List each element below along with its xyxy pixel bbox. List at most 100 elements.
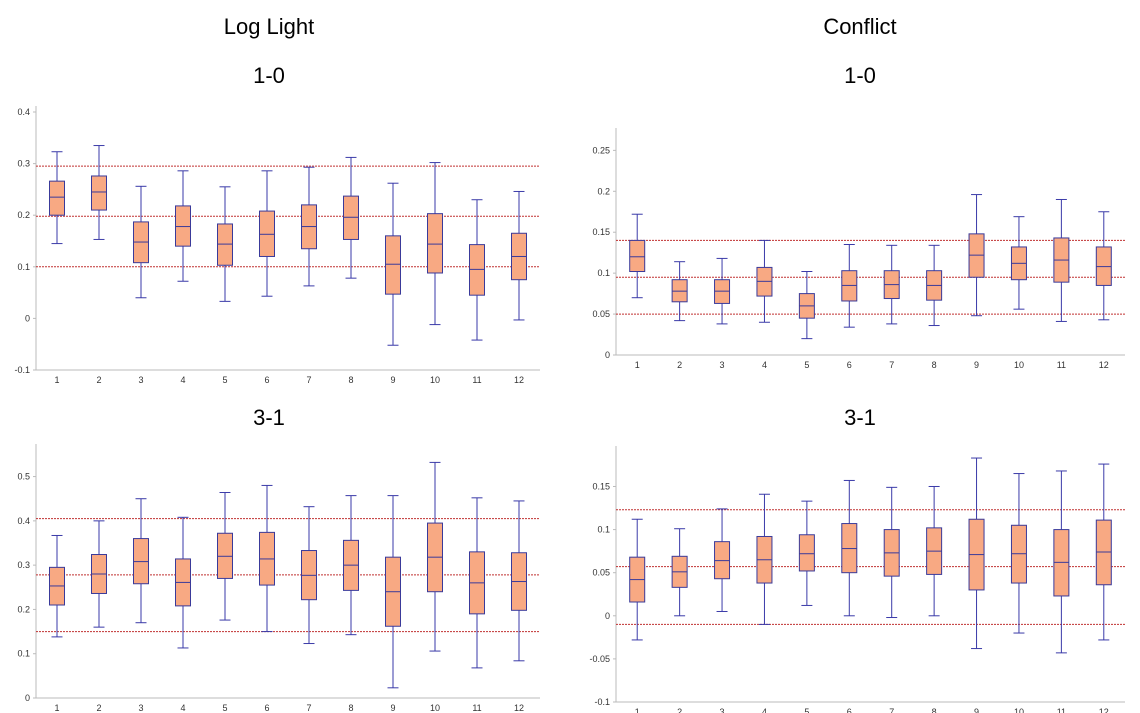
x-tick-label: 8 bbox=[348, 703, 353, 713]
y-tick-label: 0.3 bbox=[17, 560, 30, 570]
box-2 bbox=[91, 145, 107, 240]
x-tick-label: 2 bbox=[96, 375, 101, 385]
x-tick-label: 6 bbox=[847, 707, 852, 713]
x-tick-label: 8 bbox=[932, 707, 937, 713]
box-2 bbox=[91, 520, 107, 628]
x-tick-label: 10 bbox=[430, 703, 440, 713]
box-3 bbox=[133, 498, 149, 624]
box-iqr bbox=[343, 195, 359, 240]
x-tick-label: 11 bbox=[1057, 360, 1066, 370]
y-tick-label: 0.1 bbox=[597, 525, 610, 535]
box-8 bbox=[926, 244, 943, 327]
y-tick-label: 0.5 bbox=[17, 472, 30, 482]
box-10 bbox=[427, 461, 443, 652]
box-4 bbox=[175, 170, 191, 282]
x-tick-label: 11 bbox=[1057, 707, 1066, 713]
box-5 bbox=[798, 271, 815, 340]
y-tick-label: 0 bbox=[25, 313, 30, 323]
box-2 bbox=[671, 261, 688, 322]
box-12 bbox=[511, 190, 527, 321]
box-9 bbox=[385, 495, 401, 689]
y-tick-label: 0.4 bbox=[17, 516, 30, 526]
box-10 bbox=[427, 162, 443, 326]
chart-title-4: 3-1 bbox=[844, 405, 876, 430]
x-tick-label: 9 bbox=[390, 375, 395, 385]
x-tick-label: 6 bbox=[264, 703, 269, 713]
x-tick-label: 3 bbox=[138, 375, 143, 385]
x-tick-label: 12 bbox=[1099, 360, 1109, 370]
box-7 bbox=[301, 166, 317, 287]
box-1 bbox=[49, 151, 65, 245]
y-tick-label: 0.1 bbox=[597, 268, 610, 278]
box-iqr bbox=[427, 213, 443, 274]
y-tick-label: 0.15 bbox=[592, 481, 610, 491]
box-7 bbox=[883, 486, 900, 619]
box-11 bbox=[469, 497, 485, 669]
x-tick-label: 5 bbox=[222, 375, 227, 385]
box-11 bbox=[1053, 198, 1070, 322]
x-tick-label: 9 bbox=[974, 360, 979, 370]
x-tick-label: 4 bbox=[180, 703, 185, 713]
x-tick-label: 12 bbox=[514, 375, 524, 385]
box-iqr bbox=[259, 210, 275, 257]
x-tick-label: 8 bbox=[348, 375, 353, 385]
box-6 bbox=[259, 484, 275, 633]
box-9 bbox=[968, 457, 985, 650]
box-1 bbox=[629, 213, 646, 299]
x-tick-label: 7 bbox=[306, 375, 311, 385]
y-tick-label: 0.15 bbox=[592, 227, 610, 237]
box-3 bbox=[714, 257, 731, 325]
box-9 bbox=[385, 182, 401, 346]
x-tick-label: 5 bbox=[222, 703, 227, 713]
box-4 bbox=[175, 516, 191, 649]
x-tick-label: 2 bbox=[677, 360, 682, 370]
box-12 bbox=[1095, 211, 1112, 321]
y-tick-label: 0 bbox=[25, 693, 30, 703]
box-iqr bbox=[217, 223, 233, 266]
x-tick-label: 4 bbox=[180, 375, 185, 385]
x-tick-label: 5 bbox=[804, 360, 809, 370]
y-tick-label: 0.2 bbox=[597, 186, 610, 196]
x-tick-label: 10 bbox=[1014, 360, 1024, 370]
x-tick-label: 10 bbox=[430, 375, 440, 385]
box-5 bbox=[217, 186, 233, 302]
x-tick-label: 3 bbox=[720, 360, 725, 370]
box-iqr bbox=[175, 205, 191, 247]
y-tick-label: 0.1 bbox=[17, 649, 30, 659]
y-tick-label: 0.4 bbox=[17, 107, 30, 117]
box-4 bbox=[756, 239, 773, 323]
x-tick-label: 7 bbox=[889, 707, 894, 713]
x-tick-label: 6 bbox=[264, 375, 269, 385]
chart-title-3: 3-1 bbox=[253, 405, 285, 430]
box-8 bbox=[343, 495, 359, 636]
y-tick-label: 0 bbox=[605, 350, 610, 360]
x-tick-label: 6 bbox=[847, 360, 852, 370]
box-11 bbox=[1053, 470, 1070, 654]
box-5 bbox=[798, 500, 815, 606]
y-tick-label: 0.1 bbox=[17, 262, 30, 272]
y-tick-label: 0.2 bbox=[17, 210, 30, 220]
box-1 bbox=[49, 534, 65, 638]
box-6 bbox=[841, 244, 858, 328]
chart-title-1: 1-0 bbox=[253, 63, 285, 88]
x-tick-label: 9 bbox=[974, 707, 979, 713]
box-iqr bbox=[385, 235, 401, 295]
box-6 bbox=[259, 170, 275, 297]
y-tick-label: -0.05 bbox=[589, 654, 610, 664]
box-10 bbox=[1010, 473, 1027, 634]
box-3 bbox=[714, 508, 731, 612]
box-10 bbox=[1010, 216, 1027, 310]
box-6 bbox=[841, 479, 858, 617]
x-tick-label: 5 bbox=[804, 707, 809, 713]
column-title-log-light: Log Light bbox=[223, 14, 315, 39]
x-tick-label: 12 bbox=[1099, 707, 1109, 713]
x-tick-label: 1 bbox=[54, 375, 59, 385]
y-tick-label: 0.05 bbox=[592, 568, 610, 578]
box-2 bbox=[671, 528, 688, 617]
y-tick-label: -0.1 bbox=[14, 365, 30, 375]
box-8 bbox=[343, 156, 359, 279]
x-tick-label: 7 bbox=[889, 360, 894, 370]
x-tick-label: 11 bbox=[472, 703, 481, 713]
box-4 bbox=[756, 493, 773, 625]
box-iqr bbox=[629, 239, 646, 273]
